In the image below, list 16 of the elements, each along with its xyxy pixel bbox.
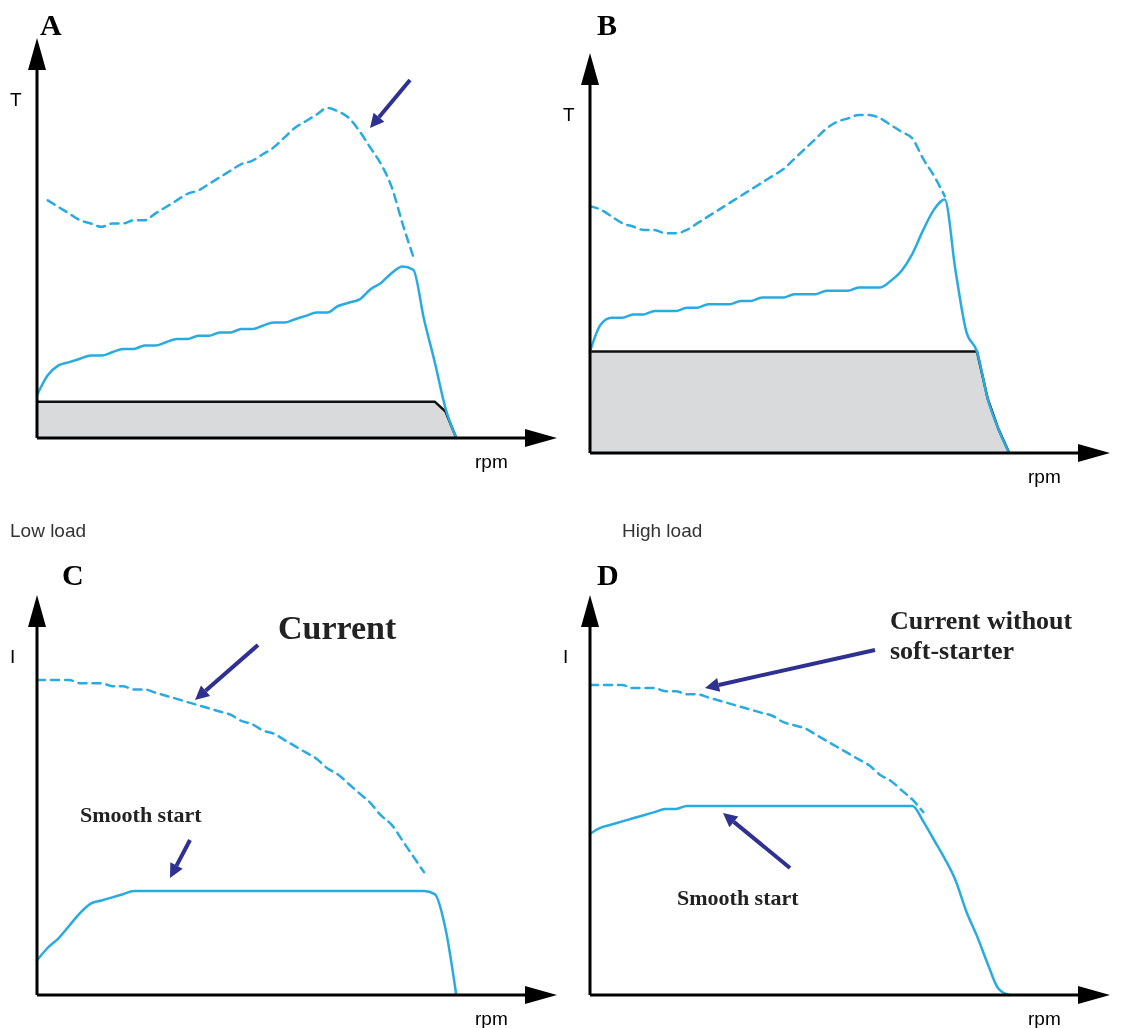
annotation: Smooth start [80,802,203,827]
text: Current without soft-starter [890,606,1073,665]
text: High load [622,520,703,541]
x-axis-title: rpm [1028,466,1061,487]
chart-title: A [40,8,62,41]
text: Current [278,609,398,646]
y-axis-title: I [563,646,569,667]
y-axis-title: I [10,646,16,667]
annotation: Smooth start [677,885,800,910]
text: Low load [10,520,87,541]
y-axis-title: T [10,89,22,110]
x-axis-title: rpm [475,451,508,472]
chart-title: D [597,558,619,591]
y-axis-title: T [563,104,575,125]
chart-title: C [62,558,84,591]
chart-title: B [597,8,618,41]
